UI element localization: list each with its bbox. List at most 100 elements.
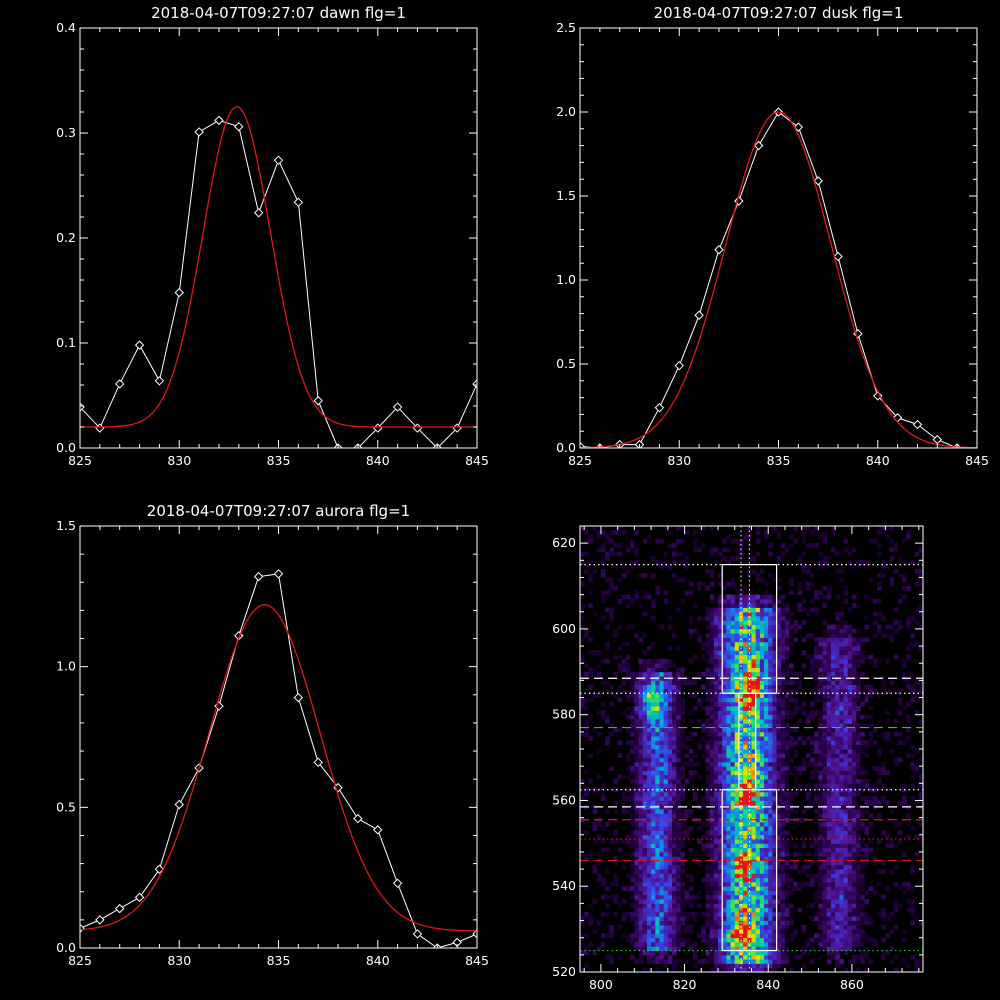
heatmap-cell [902, 800, 907, 806]
heatmap-cell [642, 761, 648, 767]
heatmap-cell [659, 663, 665, 668]
heatmap-cell [826, 749, 832, 754]
heatmap-cell [793, 637, 798, 643]
heatmap-cell [701, 706, 706, 711]
heatmap-cell [651, 598, 656, 604]
heatmap-cell [638, 821, 644, 827]
data-point [833, 251, 843, 262]
heatmap-cell [851, 881, 857, 887]
heatmap-cell [876, 881, 882, 887]
heatmap-cell [772, 774, 777, 780]
heatmap-cell [872, 688, 878, 694]
heatmap-cell [705, 624, 711, 630]
heatmap-cell [722, 800, 727, 806]
heatmap-cell [651, 740, 656, 746]
heatmap-cell [780, 821, 786, 827]
heatmap-cell [768, 911, 773, 917]
aurora-spectrum-chart: 825 830 835 840 8450.00.51.01.52018-04-07T09… [56, 502, 489, 968]
heatmap-cell [751, 688, 757, 694]
heatmap-cell [764, 864, 769, 870]
heatmap-cell [676, 886, 681, 891]
heatmap-cell [634, 959, 639, 964]
heatmap-cell [780, 667, 786, 673]
heatmap-cell [881, 616, 886, 621]
heatmap-cell [918, 581, 924, 587]
heatmap-cell [856, 881, 861, 887]
heatmap-cell [843, 538, 849, 544]
heatmap-cell [605, 556, 610, 561]
heatmap-cell [705, 684, 711, 690]
heatmap-cell [822, 603, 828, 608]
data-point [114, 379, 125, 389]
heatmap-cell [847, 959, 853, 964]
data-point [793, 122, 804, 132]
heatmap-cell [856, 753, 861, 758]
heatmap-cell [722, 830, 727, 836]
heatmap-cell [818, 911, 824, 917]
heatmap-cell [738, 899, 744, 904]
heatmap-cell [776, 727, 782, 733]
heatmap-cell [646, 714, 652, 720]
y-tick-label: 0.2 [56, 230, 76, 245]
heatmap-cell [780, 843, 786, 849]
heatmap-cell [709, 744, 715, 750]
heatmap-cell [764, 877, 769, 883]
heatmap-cell [642, 933, 648, 939]
heatmap-cell [659, 847, 665, 853]
heatmap-cell [876, 628, 882, 634]
heatmap-cell [856, 710, 861, 716]
heatmap-cell [764, 641, 769, 647]
heatmap-cell [801, 564, 807, 570]
heatmap-cell [596, 856, 602, 861]
heatmap-cell [784, 877, 790, 883]
heatmap-cell [726, 534, 731, 540]
heatmap-cell [864, 916, 870, 921]
heatmap-cell [718, 856, 723, 861]
heatmap-cell [780, 740, 786, 746]
heatmap-cell [910, 899, 916, 904]
heatmap-cell [718, 929, 723, 934]
heatmap-cell [818, 749, 824, 754]
heatmap-cell [847, 624, 853, 630]
heatmap-cell [772, 684, 777, 690]
heatmap-cell [626, 740, 631, 746]
heatmap-cell [701, 924, 706, 930]
heatmap-cell [780, 551, 786, 557]
heatmap-cell [801, 663, 807, 668]
heatmap-cell [617, 839, 623, 844]
heatmap-cell [667, 714, 673, 720]
heatmap-cell [688, 718, 694, 724]
heatmap-cell [843, 877, 849, 883]
heatmap-cell [768, 598, 773, 604]
heatmap-cell [663, 907, 669, 913]
heatmap-cell [860, 929, 865, 934]
heatmap-cell [580, 779, 585, 784]
heatmap-cell [881, 676, 886, 681]
heatmap-cell [847, 727, 853, 733]
heatmap-cell [655, 813, 660, 819]
heatmap-cell [663, 736, 669, 741]
heatmap-cell [743, 680, 748, 686]
heatmap-cell [655, 749, 660, 754]
heatmap-cell [910, 560, 916, 565]
heatmap-cell [755, 753, 761, 758]
heatmap-cell [722, 907, 727, 913]
heatmap-cell [667, 671, 673, 677]
heatmap-cell [646, 693, 652, 698]
heatmap-cell [768, 894, 773, 900]
heatmap-cell [638, 723, 644, 728]
heatmap-cell [780, 753, 786, 758]
heatmap-cell [713, 740, 719, 746]
heatmap-cell [730, 658, 736, 664]
heatmap-cell [651, 710, 656, 716]
heatmap-cell [621, 774, 627, 780]
heatmap-cell [709, 637, 715, 643]
heatmap-cell [613, 628, 619, 634]
heatmap-cell [692, 954, 698, 960]
heatmap-cell [906, 534, 911, 540]
heatmap-cell [881, 770, 886, 776]
heatmap-cell [659, 706, 665, 711]
heatmap-cell [822, 796, 828, 801]
heatmap-cell [893, 620, 899, 626]
heatmap-cell [847, 633, 853, 638]
